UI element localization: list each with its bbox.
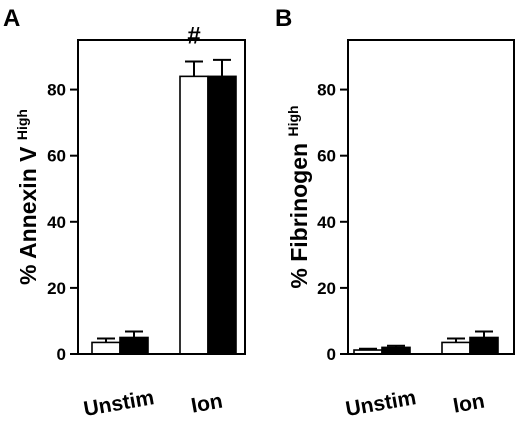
plot-frame — [347, 39, 515, 355]
y-tick-label: 80 — [47, 81, 66, 100]
category-label: Unstim — [82, 386, 156, 421]
y-tick-label: 40 — [47, 213, 66, 232]
y-tick-label: 60 — [317, 147, 336, 166]
y-tick-label: 40 — [317, 213, 336, 232]
category-label: Ion — [451, 390, 486, 418]
y-axis-label-superscript: High — [285, 105, 301, 136]
y-tick-label: 80 — [317, 81, 336, 100]
y-axis-label-main: % Annexin V — [15, 140, 41, 285]
category-label: Unstim — [344, 386, 418, 421]
plot-frame — [77, 39, 246, 355]
y-axis-label: % Annexin V High — [14, 109, 41, 285]
panel-b: B Unstim Ion 0 20 40 60 80 % Fibrinogen High — [275, 5, 515, 421]
y-tick-label: 0 — [57, 345, 66, 364]
y-tick-label: 60 — [47, 147, 66, 166]
panel-letter: B — [275, 5, 292, 32]
significance-marker: # — [187, 22, 200, 49]
y-tick-label: 0 — [327, 345, 336, 364]
category-label: Ion — [189, 390, 224, 418]
panel-letter: A — [3, 5, 20, 32]
y-axis-label-main: % Fibrinogen — [286, 137, 312, 289]
panel-a: A Unstim Ion #0 20 40 60 80 % Annexin V High — [3, 5, 246, 421]
bar — [441, 341, 471, 355]
bar — [179, 75, 209, 355]
bar — [207, 75, 237, 355]
y-axis-label: % Fibrinogen High — [285, 105, 312, 288]
bar — [469, 336, 499, 355]
bar — [119, 336, 149, 355]
y-tick-label: 20 — [47, 279, 66, 298]
y-tick-label: 20 — [317, 279, 336, 298]
bar — [91, 341, 121, 355]
y-axis-label-superscript: High — [14, 109, 30, 140]
